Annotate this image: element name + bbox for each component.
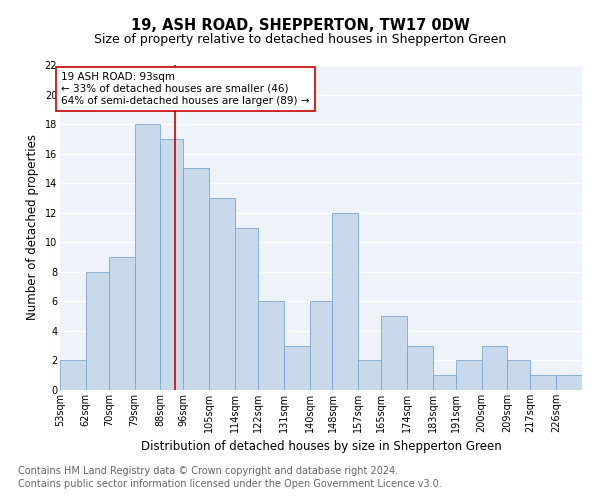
Bar: [184, 168, 209, 390]
Bar: [310, 302, 332, 390]
Text: 19, ASH ROAD, SHEPPERTON, TW17 0DW: 19, ASH ROAD, SHEPPERTON, TW17 0DW: [131, 18, 469, 32]
Bar: [508, 360, 530, 390]
Bar: [235, 228, 258, 390]
Bar: [209, 198, 235, 390]
Bar: [134, 124, 160, 390]
Bar: [60, 360, 86, 390]
Bar: [332, 212, 358, 390]
Bar: [109, 257, 134, 390]
Y-axis label: Number of detached properties: Number of detached properties: [26, 134, 39, 320]
Bar: [86, 272, 109, 390]
X-axis label: Distribution of detached houses by size in Shepperton Green: Distribution of detached houses by size …: [140, 440, 502, 454]
Bar: [258, 302, 284, 390]
Bar: [530, 375, 556, 390]
Bar: [482, 346, 508, 390]
Bar: [160, 139, 184, 390]
Bar: [556, 375, 582, 390]
Bar: [358, 360, 381, 390]
Bar: [381, 316, 407, 390]
Text: Contains public sector information licensed under the Open Government Licence v3: Contains public sector information licen…: [18, 479, 442, 489]
Bar: [407, 346, 433, 390]
Bar: [456, 360, 482, 390]
Bar: [433, 375, 456, 390]
Text: Contains HM Land Registry data © Crown copyright and database right 2024.: Contains HM Land Registry data © Crown c…: [18, 466, 398, 476]
Bar: [284, 346, 310, 390]
Text: Size of property relative to detached houses in Shepperton Green: Size of property relative to detached ho…: [94, 32, 506, 46]
Text: 19 ASH ROAD: 93sqm
← 33% of detached houses are smaller (46)
64% of semi-detache: 19 ASH ROAD: 93sqm ← 33% of detached hou…: [61, 72, 310, 106]
